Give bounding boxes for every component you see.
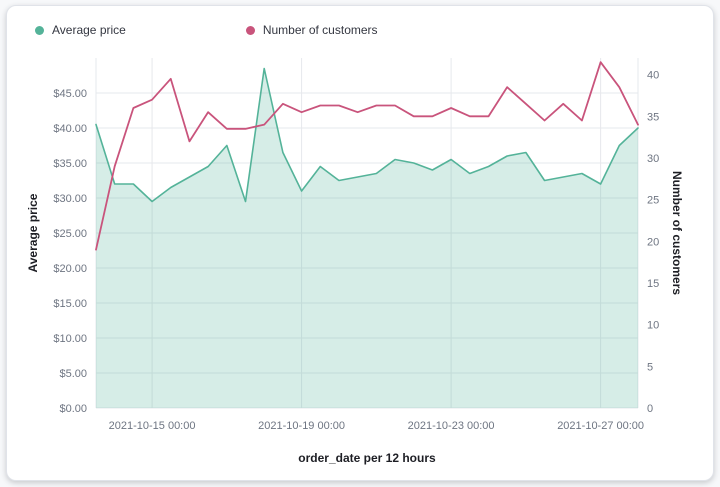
y-left-tick-label: $35.00 xyxy=(53,158,87,170)
x-tick-label: 2021-10-15 00:00 xyxy=(109,420,196,432)
y-right-tick-label: 0 xyxy=(647,403,653,415)
y-right-tick-label: 25 xyxy=(647,195,659,207)
legend-label-number-of-customers: Number of customers xyxy=(262,23,378,37)
dual-axis-area-line-chart[interactable]: $0.00 $5.00 $10.00 $15.00 $20.00 $25.00 $30.00… xyxy=(7,6,714,481)
y-right-tick-label: 35 xyxy=(647,111,659,123)
legend-item-average-price[interactable]: Average price xyxy=(35,23,126,37)
chart-legend: Average price Number of customers xyxy=(35,23,378,37)
y-right-tick-label: 30 xyxy=(647,153,659,165)
y-left-tick-label: $0.00 xyxy=(59,403,87,415)
legend-label-average-price: Average price xyxy=(52,23,126,37)
y-left-tick-label: $15.00 xyxy=(53,298,87,310)
y-right-tick-label: 10 xyxy=(647,320,659,332)
y-left-tick-label: $20.00 xyxy=(53,263,87,275)
average-price-line[interactable] xyxy=(95,67,639,203)
y-axis-title-left: Average price xyxy=(26,193,40,273)
x-tick-label: 2021-10-19 00:00 xyxy=(258,420,345,432)
y-right-tick-label: 15 xyxy=(647,278,659,290)
y-left-tick-label: $5.00 xyxy=(59,368,87,380)
x-tick-label: 2021-10-27 00:00 xyxy=(557,420,644,432)
x-axis-title: order_date per 12 hours xyxy=(298,451,436,465)
y-left-tick-label: $10.00 xyxy=(53,333,87,345)
y-axis-title-right: Number of customers xyxy=(670,170,684,296)
legend-dot-average-price-icon xyxy=(35,25,44,35)
y-left-tick-label: $25.00 xyxy=(53,228,87,240)
y-right-tick-label: 5 xyxy=(647,361,653,373)
average-price-area[interactable] xyxy=(96,68,638,409)
y-right-tick-label: 40 xyxy=(647,70,659,82)
chart-card: Average price Number of customers $0.00 $… xyxy=(6,5,714,481)
legend-dot-number-of-customers-icon xyxy=(245,25,255,35)
customers-line[interactable] xyxy=(95,61,639,251)
y-left-tick-label: $40.00 xyxy=(53,123,87,135)
y-left-tick-label: $30.00 xyxy=(53,193,87,205)
y-left-tick-label: $45.00 xyxy=(53,88,87,100)
y-right-tick-label: 20 xyxy=(647,236,659,248)
legend-item-number-of-customers[interactable]: Number of customers xyxy=(245,23,378,37)
x-tick-label: 2021-10-23 00:00 xyxy=(408,420,495,432)
